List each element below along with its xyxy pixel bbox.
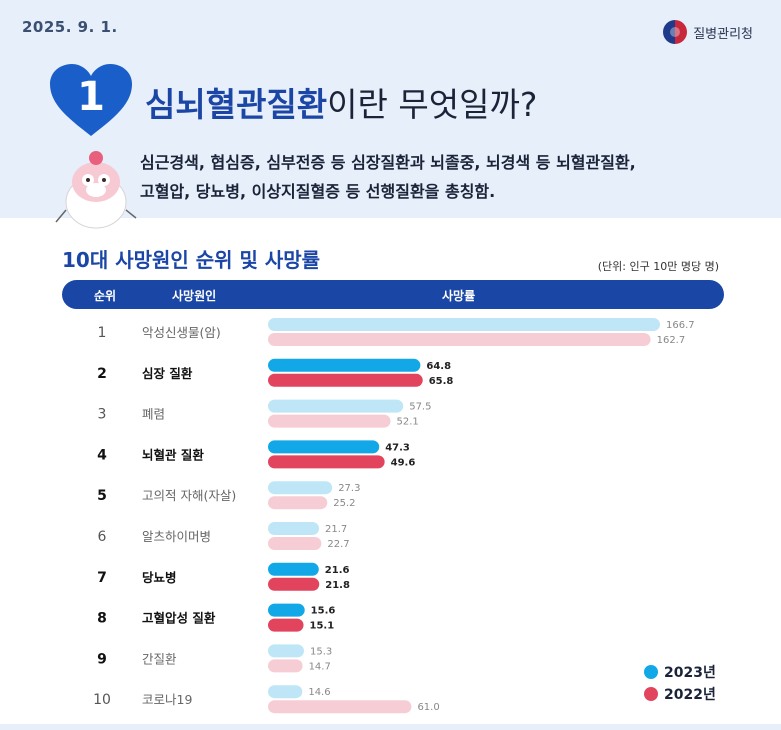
bar-2023 — [268, 399, 404, 413]
value-label-2022: 65.8 — [429, 376, 454, 387]
bar-2023 — [268, 603, 305, 617]
bar-2023 — [268, 318, 660, 331]
bar-2022 — [268, 333, 651, 346]
header-rank: 순위 — [94, 289, 117, 303]
taegeuk-emblem-icon — [663, 20, 688, 44]
bar-2022 — [268, 496, 328, 510]
legend-swatch-2022 — [644, 687, 658, 701]
cause-label: 뇌혈관 질환 — [142, 447, 204, 462]
value-label-2023: 27.3 — [338, 483, 360, 494]
value-label-2023: 166.7 — [666, 320, 695, 331]
bar-2023 — [268, 440, 380, 454]
agency-badge: 질병관리청 — [663, 20, 753, 44]
section-description: 심근경색, 협심증, 심부전증 등 심장질환과 뇌졸중, 뇌경색 등 뇌혈관질환… — [140, 148, 760, 206]
rank-label: 2 — [97, 366, 107, 382]
rank-label: 10 — [93, 692, 111, 708]
description-line-2: 고혈압, 당뇨병, 이상지질혈증 등 선행질환을 총칭함. — [140, 182, 496, 201]
legend-item-2023: 2023년 — [644, 661, 716, 683]
bar-2022 — [268, 659, 303, 673]
header-rate: 사망률 — [442, 289, 476, 303]
value-label-2022: 52.1 — [397, 417, 419, 428]
value-label-2022: 25.2 — [333, 498, 355, 509]
value-label-2023: 64.8 — [426, 361, 451, 372]
section-title: 심뇌혈관질환이란 무엇일까? — [145, 78, 537, 126]
heart-icon — [50, 64, 132, 136]
bar-2022 — [268, 700, 412, 714]
alpaca-mascot-icon — [55, 151, 137, 229]
rank-label: 9 — [97, 651, 107, 667]
legend-label-2023: 2023년 — [664, 665, 716, 681]
cause-label: 고의적 자해(자살) — [142, 488, 236, 503]
agency-name: 질병관리청 — [693, 26, 753, 42]
chart-title: 10대 사망원인 순위 및 사망률 — [62, 248, 321, 272]
bar-2023 — [268, 358, 421, 372]
bar-2023 — [268, 481, 333, 495]
bar-2022 — [268, 618, 304, 632]
chart-unit: (단위: 인구 10만 명당 명) — [597, 260, 719, 273]
value-label-2022: 21.8 — [325, 580, 350, 591]
bar-2023 — [268, 644, 304, 658]
value-label-2023: 21.7 — [325, 524, 347, 535]
rank-label: 8 — [97, 611, 107, 627]
intro-panel — [0, 0, 781, 218]
bottom-divider — [0, 724, 781, 730]
bar-2023 — [268, 685, 303, 699]
section-number: 1 — [77, 74, 105, 120]
value-label-2022: 15.1 — [310, 621, 335, 632]
title-highlight: 심뇌혈관질환 — [145, 85, 328, 124]
publish-date: 2025. 9. 1. — [22, 18, 118, 36]
rank-label: 7 — [97, 570, 107, 586]
value-label-2022: 22.7 — [327, 539, 349, 550]
bar-2022 — [268, 537, 322, 550]
chart-legend: 2023년 2022년 — [644, 661, 716, 705]
legend-item-2022: 2022년 — [644, 683, 716, 705]
value-label-2022: 162.7 — [657, 335, 686, 346]
value-label-2023: 14.6 — [308, 687, 330, 698]
rank-label: 3 — [98, 407, 107, 423]
cause-label: 심장 질환 — [142, 366, 193, 381]
cause-label: 악성신생물(암) — [142, 325, 221, 340]
legend-swatch-2023 — [644, 665, 658, 679]
cause-label: 알츠하이머병 — [142, 529, 211, 544]
value-label-2022: 61.0 — [417, 702, 439, 713]
bar-2023 — [268, 522, 320, 535]
bar-2022 — [268, 455, 385, 469]
bar-2022 — [268, 577, 320, 591]
bar-2022 — [268, 414, 391, 428]
rank-label: 1 — [98, 325, 107, 341]
description-line-1: 심근경색, 협심증, 심부전증 등 심장질환과 뇌졸중, 뇌경색 등 뇌혈관질환… — [140, 153, 636, 172]
value-label-2022: 14.7 — [309, 661, 331, 672]
title-rest: 이란 무엇일까? — [327, 85, 538, 124]
value-label-2023: 15.3 — [310, 646, 332, 657]
cause-label: 간질환 — [142, 651, 177, 666]
table-header: 순위 사망원인 사망률 — [62, 280, 724, 309]
bar-2022 — [268, 373, 423, 387]
value-label-2023: 57.5 — [409, 402, 431, 413]
bar-2023 — [268, 562, 319, 576]
cause-label: 코로나19 — [142, 692, 192, 707]
rank-label: 4 — [97, 447, 107, 463]
cause-label: 당뇨병 — [142, 570, 177, 585]
rank-label: 5 — [97, 488, 107, 504]
header-cause: 사망원인 — [172, 289, 217, 303]
value-label-2023: 47.3 — [385, 442, 410, 453]
legend-label-2022: 2022년 — [664, 687, 716, 703]
value-label-2022: 49.6 — [391, 457, 416, 468]
value-label-2023: 15.6 — [311, 606, 336, 617]
value-label-2023: 21.6 — [325, 565, 350, 576]
cause-label: 폐렴 — [142, 407, 165, 422]
cause-label: 고혈압성 질환 — [142, 611, 216, 626]
rank-label: 6 — [98, 529, 107, 545]
